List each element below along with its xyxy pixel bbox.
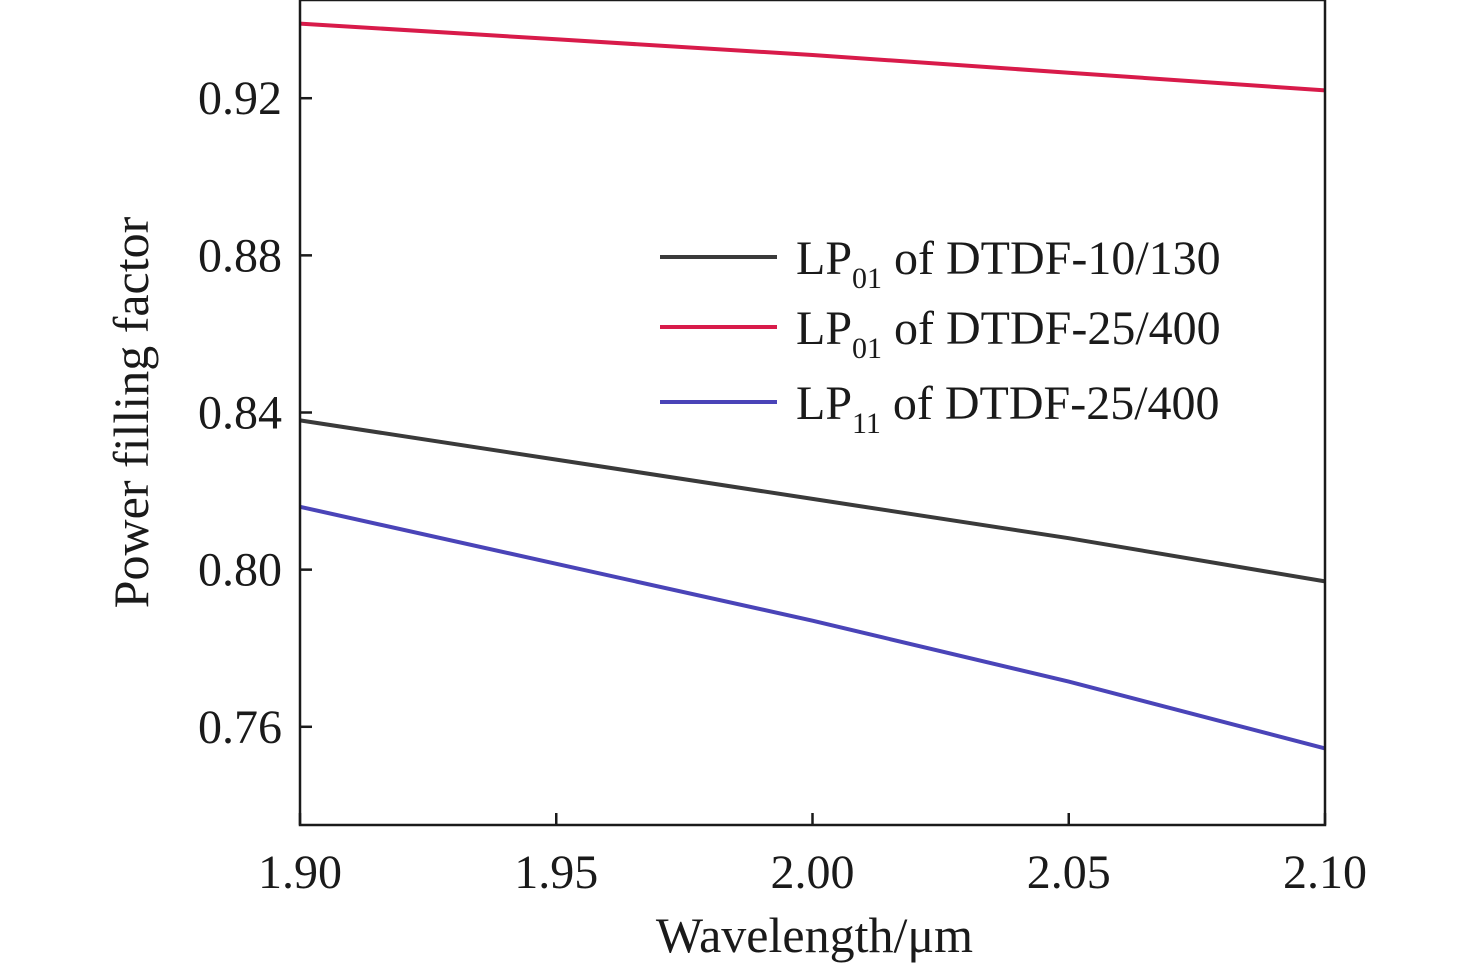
legend-item-2: LP01 of DTDF-25/400 (660, 302, 1221, 365)
y-tick-label: 0.84 (198, 387, 282, 440)
x-tick-label: 2.00 (771, 846, 855, 899)
series-line-1 (299, 418, 1326, 584)
legend-item-1: LP01 of DTDF-10/130 (660, 232, 1221, 295)
y-axis-title: Power filling factor (103, 216, 159, 608)
y-tick-label: 0.80 (198, 544, 282, 597)
x-tick-label: 1.95 (514, 846, 598, 899)
x-axis-title: Wavelength/μm (656, 907, 973, 963)
legend-item-3: LP11 of DTDF-25/400 (660, 377, 1220, 440)
x-axis: 1.90 1.95 2.00 2.05 2.10 (258, 813, 1367, 899)
x-tick-label: 2.05 (1027, 846, 1111, 899)
series-layer (299, 21, 1326, 751)
x-tick-label: 2.10 (1283, 846, 1367, 899)
y-axis: 0.76 0.80 0.84 0.88 0.92 (198, 72, 312, 754)
legend-label: LP01 of DTDF-10/130 (796, 232, 1221, 295)
y-tick-label: 0.88 (198, 229, 282, 282)
legend-label: LP01 of DTDF-25/400 (796, 302, 1221, 365)
y-tick-label: 0.92 (198, 72, 282, 125)
series-line-2 (299, 21, 1326, 93)
legend: LP01 of DTDF-10/130 LP01 of DTDF-25/400 LP… (660, 232, 1221, 440)
legend-label: LP11 of DTDF-25/400 (796, 377, 1220, 440)
x-tick-label: 1.90 (258, 846, 342, 899)
series-line-3 (299, 504, 1326, 751)
y-tick-label: 0.76 (198, 701, 282, 754)
